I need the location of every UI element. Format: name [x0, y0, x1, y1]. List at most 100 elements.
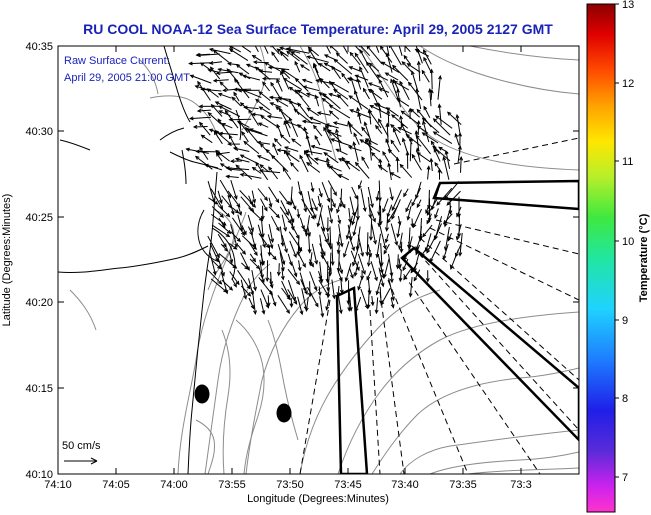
current-vector-head: [291, 138, 296, 143]
current-vector-head: [399, 114, 404, 120]
coastline: [58, 46, 242, 474]
current-vector: [363, 88, 370, 100]
current-vector: [370, 105, 391, 117]
current-vector-head: [429, 157, 434, 163]
current-vector: [257, 141, 271, 145]
current-vector-head: [215, 152, 220, 157]
current-vector: [281, 287, 291, 300]
current-vector-head: [326, 293, 331, 299]
current-vector-head: [365, 251, 370, 257]
current-vector-head: [377, 222, 382, 228]
current-vector: [431, 69, 433, 90]
current-vector-head: [336, 241, 341, 247]
current-vector-head: [377, 102, 382, 107]
current-vector-head: [296, 89, 302, 94]
current-vector-head: [256, 265, 261, 270]
current-vector: [326, 299, 330, 310]
mooring-marker-east: [276, 403, 292, 423]
current-vector: [252, 55, 262, 62]
current-vector-head: [456, 212, 460, 218]
current-vector: [327, 233, 330, 246]
current-vector: [427, 166, 430, 180]
current-vector-head: [400, 122, 405, 128]
current-vector: [336, 204, 341, 213]
current-vector-head: [314, 94, 319, 99]
current-vector-head: [208, 128, 214, 133]
current-vector-head: [353, 272, 358, 277]
current-vector: [217, 233, 227, 248]
current-vector: [211, 259, 221, 269]
current-vector: [391, 189, 402, 211]
current-vector-head: [218, 280, 223, 285]
current-vector-head: [327, 242, 331, 247]
current-vector: [337, 94, 349, 107]
current-vector-head: [437, 168, 442, 173]
current-vector-head: [429, 88, 434, 94]
current-vector-head: [268, 203, 273, 208]
current-vector-head: [304, 149, 310, 154]
current-vector: [322, 93, 341, 110]
current-vector: [341, 157, 351, 170]
current-vector: [347, 224, 352, 240]
current-vector-head: [432, 145, 437, 150]
current-vector-head: [299, 64, 305, 69]
current-vector-head: [387, 148, 392, 154]
current-vector-head: [250, 227, 254, 233]
current-vector-head: [368, 236, 373, 241]
current-vector-head: [279, 46, 284, 51]
current-vector: [357, 234, 364, 257]
current-vector-head: [305, 153, 311, 158]
current-vector-head: [426, 211, 431, 216]
scale-label: 50 cm/s: [62, 440, 101, 452]
current-vector: [353, 218, 359, 236]
current-vector-head: [454, 132, 459, 138]
current-vector: [218, 217, 226, 228]
current-vector-head: [362, 87, 367, 93]
current-vector-head: [232, 264, 237, 269]
current-vector: [217, 204, 230, 217]
current-vector-head: [217, 67, 222, 72]
current-vector-head: [270, 154, 276, 160]
current-vector: [269, 290, 276, 306]
current-vector: [400, 123, 413, 145]
current-vector: [243, 75, 261, 81]
current-vector-head: [390, 304, 395, 309]
current-vector-head: [268, 291, 273, 296]
current-vector: [380, 243, 383, 266]
current-vector-head: [224, 109, 229, 115]
x-tick-labels: 74:10 74:05 74:00 73:55 73:50 73:45 73:4…: [44, 479, 531, 491]
colorbar-tick-label: 7: [622, 472, 628, 484]
current-vector: [386, 123, 389, 143]
current-vector-head: [402, 266, 407, 272]
current-vector-head: [383, 273, 387, 279]
current-vector: [403, 55, 412, 65]
current-vector: [375, 297, 379, 314]
current-vector: [321, 182, 330, 202]
current-vector-head: [351, 211, 356, 217]
current-vector-head: [269, 284, 274, 289]
current-vector: [258, 233, 270, 248]
current-vector-head: [362, 207, 367, 213]
current-vector: [410, 262, 418, 273]
current-vector: [259, 70, 273, 73]
current-vector: [226, 175, 239, 178]
current-vector-head: [301, 78, 307, 83]
current-vector: [229, 48, 249, 62]
current-vector: [289, 100, 300, 115]
current-vector-head: [296, 214, 301, 219]
current-vector: [391, 114, 409, 129]
current-vector-head: [319, 278, 324, 284]
current-vector-head: [407, 81, 412, 86]
y-tick-label: 40:20: [25, 297, 53, 309]
current-vector-head: [389, 172, 395, 176]
current-vector-head: [382, 208, 386, 213]
current-vector: [193, 126, 208, 128]
current-vector: [299, 155, 309, 173]
current-vector-head: [306, 55, 311, 60]
current-vector-head: [397, 263, 402, 269]
current-vector-head: [267, 65, 273, 70]
current-vector: [260, 289, 269, 308]
current-vector-head: [329, 46, 334, 49]
current-vector-head: [229, 159, 235, 164]
current-vector-head: [409, 136, 413, 142]
